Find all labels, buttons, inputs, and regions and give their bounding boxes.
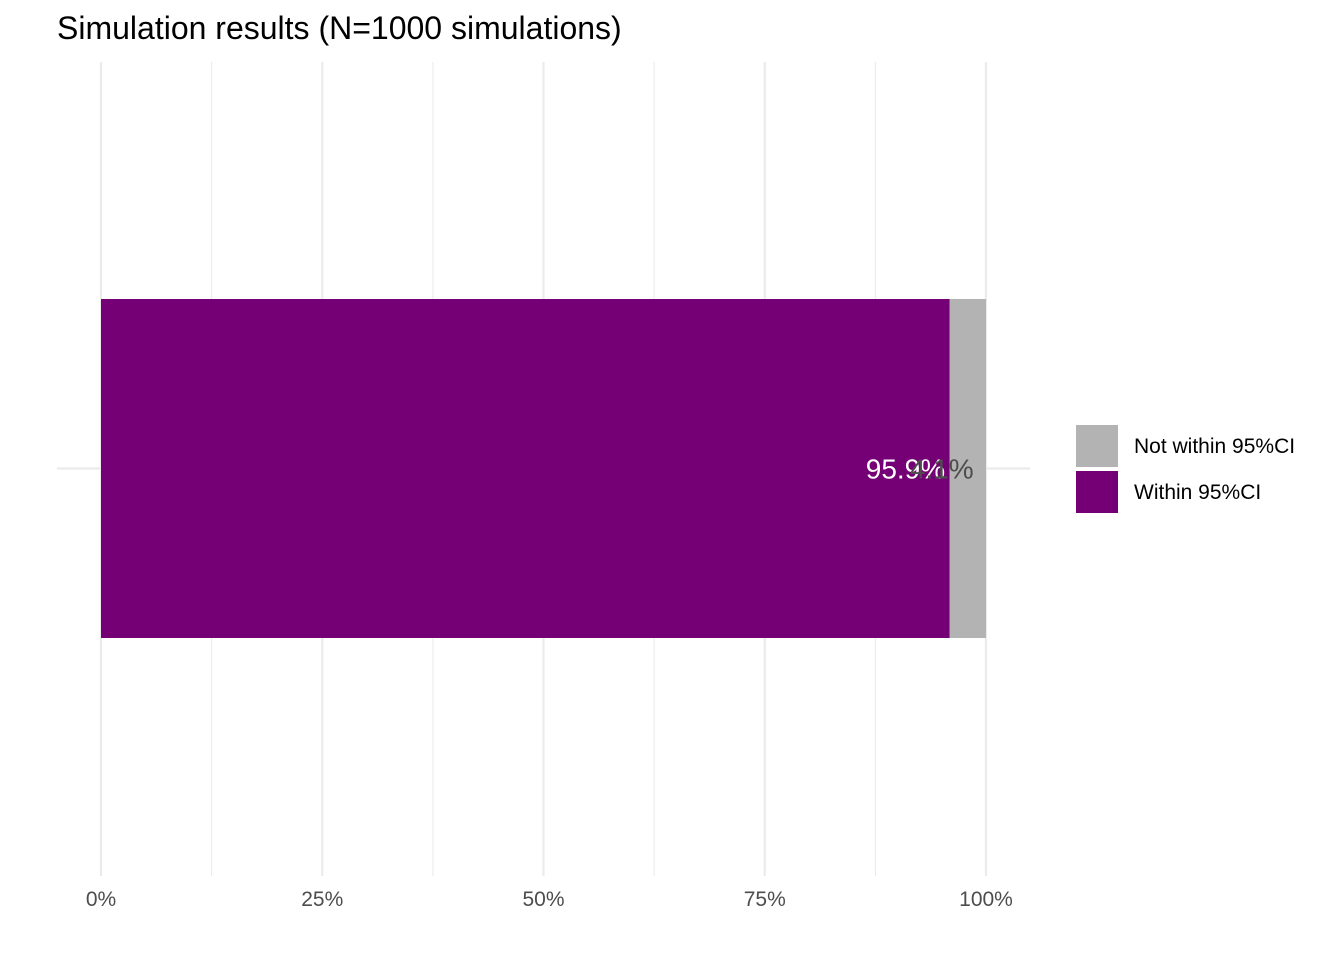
x-tick-label: 0% [86,888,116,911]
x-tick-label: 50% [522,888,564,911]
x-tick-label: 75% [744,888,786,911]
data-label: 4.1% [910,454,974,485]
x-tick-label: 100% [959,888,1013,911]
chart-title: Simulation results (N=1000 simulations) [57,10,622,46]
legend-label: Within 95%CI [1134,481,1261,504]
legend: Not within 95%CI Within 95%CI [1076,425,1295,513]
legend-key [1076,425,1118,467]
bar-stack [101,299,986,638]
data-labels: 95.9%4.1% [866,454,974,485]
legend-key [1076,471,1118,513]
bar-segment [101,299,950,638]
bar-segment [949,299,986,638]
x-axis-tick-labels: 0% 25% 50% 75% 100% [86,888,1013,911]
legend-label: Not within 95%CI [1134,435,1295,458]
x-tick-label: 25% [301,888,343,911]
data-label: 95.9% [866,454,945,485]
